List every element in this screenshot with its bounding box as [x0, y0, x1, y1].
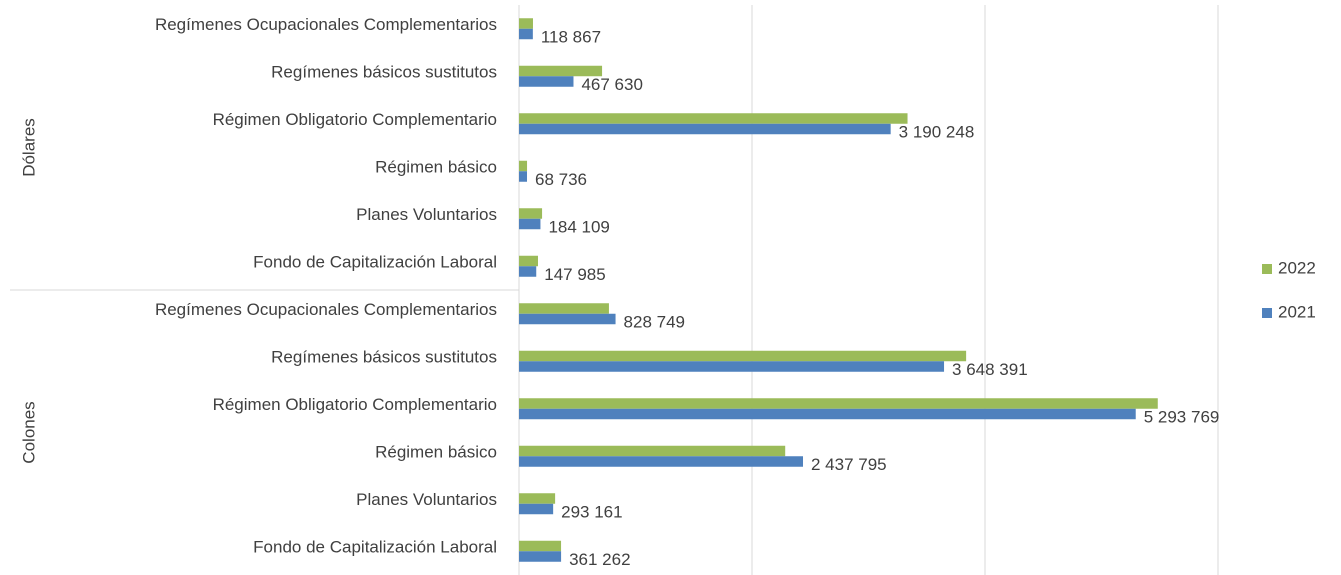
bar: [519, 65, 603, 77]
bar: [519, 171, 528, 182]
category-label: Régimen Obligatorio Complementario: [213, 110, 497, 129]
bar: [519, 266, 537, 277]
bar: [519, 76, 574, 87]
legend-swatch: [1262, 264, 1272, 274]
group-label: Dólares: [19, 118, 38, 177]
value-label: 467 630: [581, 75, 642, 94]
value-label: 184 109: [548, 217, 609, 236]
bar: [519, 255, 538, 267]
category-label: Regímenes básicos sustitutos: [271, 348, 497, 367]
bar: [519, 456, 804, 467]
category-label: Fondo de Capitalización Laboral: [253, 538, 497, 557]
value-label: 828 749: [624, 312, 685, 331]
value-label: 293 161: [561, 502, 622, 521]
value-label: 361 262: [569, 550, 630, 569]
legend-label: 2022: [1278, 258, 1316, 277]
value-label: 147 985: [544, 265, 605, 284]
value-label: 3 648 391: [952, 360, 1028, 379]
group-label: Colones: [19, 401, 38, 463]
bar: [519, 160, 528, 172]
bar: [519, 113, 908, 124]
bar: [519, 218, 541, 230]
bar: [519, 303, 609, 314]
value-label: 118 867: [541, 27, 601, 46]
bar: [519, 350, 967, 362]
value-label: 68 736: [535, 170, 587, 189]
bar: [519, 398, 1158, 409]
category-label: Regímenes Ocupacionales Complementarios: [155, 15, 497, 34]
category-label: Régimen básico: [375, 443, 497, 462]
legend-label: 2021: [1278, 302, 1316, 321]
category-label: Regímenes Ocupacionales Complementarios: [155, 300, 497, 319]
category-label: Regímenes básicos sustitutos: [271, 63, 497, 82]
bar: [519, 408, 1136, 420]
bar: [519, 540, 562, 552]
category-label: Régimen Obligatorio Complementario: [213, 395, 497, 414]
bar: [519, 445, 786, 457]
bar: [519, 503, 554, 515]
category-label: Planes Voluntarios: [356, 205, 497, 224]
bar: [519, 28, 533, 40]
bar: [519, 361, 945, 372]
bar: [519, 208, 543, 219]
value-label: 2 437 795: [811, 455, 887, 474]
value-label: 3 190 248: [899, 122, 975, 141]
bar: [519, 493, 556, 504]
legend-swatch: [1262, 308, 1272, 318]
bar: [519, 313, 616, 325]
category-label: Régimen básico: [375, 158, 497, 177]
value-label: 5 293 769: [1144, 407, 1220, 426]
bar: [519, 551, 562, 562]
bar: [519, 18, 533, 29]
category-label: Planes Voluntarios: [356, 490, 497, 509]
category-label: Fondo de Capitalización Laboral: [253, 253, 497, 272]
bar: [519, 123, 891, 135]
